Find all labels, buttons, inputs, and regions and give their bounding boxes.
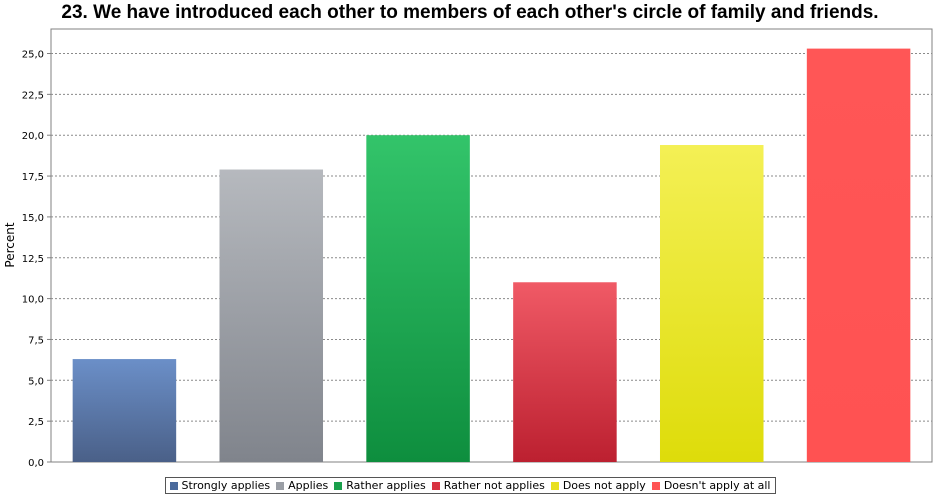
y-tick-label: 5,0	[28, 376, 44, 387]
bar-rather-applies	[366, 135, 470, 462]
legend-label: Rather applies	[346, 479, 426, 492]
legend-label: Does not apply	[562, 479, 646, 492]
legend-swatch	[431, 481, 440, 490]
y-tick-label: 2,5	[28, 417, 44, 428]
bar-strongly-applies	[72, 359, 177, 462]
plot-area	[50, 28, 933, 463]
y-tick-label: 22,5	[22, 90, 44, 101]
legend-swatch	[276, 481, 285, 490]
legend-swatch	[334, 481, 343, 490]
y-tick-label: 20,0	[22, 131, 44, 142]
bar-applies	[219, 169, 324, 462]
y-tick-label: 7,5	[28, 335, 44, 346]
y-tick-label: 17,5	[22, 172, 44, 183]
legend: Strongly applies Applies Rather applies Rat…	[0, 477, 940, 494]
legend-label: Doesn't apply at all	[663, 479, 771, 492]
legend-label: Applies	[288, 479, 329, 492]
legend-box: Strongly applies Applies Rather applies Rat…	[164, 477, 776, 494]
legend-label: Strongly applies	[181, 479, 271, 492]
bar-rather-not-applies	[513, 282, 617, 462]
legend-item: Rather applies	[334, 479, 426, 492]
y-tick-label: 25,0	[22, 50, 44, 61]
legend-swatch	[169, 481, 178, 490]
legend-item: Strongly applies	[169, 479, 271, 492]
bar-does-not-apply	[659, 145, 764, 462]
bar-doesn-t-apply-at-all	[806, 48, 911, 463]
y-tick-label: 12,5	[22, 254, 44, 265]
chart-title: 23. We have introduced each other to mem…	[61, 2, 879, 23]
legend-item: Rather not applies	[431, 479, 545, 492]
y-tick-label: 10,0	[22, 295, 44, 306]
legend-swatch	[550, 481, 559, 490]
legend-item: Does not apply	[550, 479, 646, 492]
legend-label: Rather not applies	[443, 479, 545, 492]
y-tick-label: 0,0	[28, 458, 44, 469]
legend-swatch	[651, 481, 660, 490]
legend-item: Doesn't apply at all	[651, 479, 771, 492]
legend-item: Applies	[276, 479, 328, 492]
y-tick-label: 15,0	[22, 213, 44, 224]
y-axis-label: Percent	[3, 222, 17, 267]
